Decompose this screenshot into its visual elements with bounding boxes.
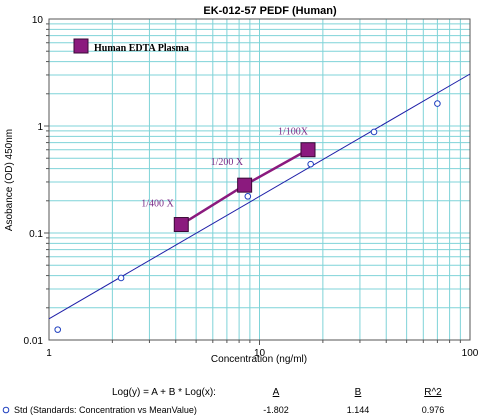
y-axis-label: Asobance (OD) 450nm bbox=[4, 129, 15, 231]
x-axis-label: Concentration (ng/ml) bbox=[211, 354, 307, 365]
equation-header-r2: R^2 bbox=[424, 387, 442, 398]
standard-point bbox=[434, 100, 441, 107]
y-tick-label: 0.1 bbox=[29, 229, 43, 240]
x-axis-tick-labels: 1 10 100 bbox=[46, 348, 479, 359]
x-tick-label: 1 bbox=[46, 348, 52, 359]
equation-header-a: A bbox=[273, 387, 280, 398]
y-tick-label: 1 bbox=[37, 122, 43, 133]
standard-point bbox=[244, 193, 252, 200]
legend-label: Human EDTA Plasma bbox=[94, 43, 189, 54]
standards-legend-marker bbox=[2, 406, 10, 414]
sample-point-label: 1/400 X bbox=[141, 199, 174, 210]
x-tick-label: 100 bbox=[462, 348, 479, 359]
sample-connector bbox=[244, 148, 309, 187]
x-tick-label: 10 bbox=[254, 348, 266, 359]
sample-connector bbox=[180, 184, 246, 226]
equation-formula: Log(y) = A + B * Log(x): bbox=[112, 387, 216, 398]
legend: Human EDTA Plasma bbox=[73, 38, 189, 54]
sample-point-label: 1/200 X bbox=[211, 157, 244, 168]
y-tick-label: 10 bbox=[32, 15, 44, 26]
y-tick-label: 0.01 bbox=[24, 336, 44, 347]
equation-header-b: B bbox=[355, 387, 362, 398]
standard-point bbox=[54, 326, 62, 333]
y-axis-tick-labels: 0.01 0.1 1 10 bbox=[24, 15, 44, 347]
standard-point bbox=[370, 128, 378, 136]
standard-point bbox=[307, 160, 314, 168]
sample-point-label: 1/100X bbox=[278, 127, 309, 138]
chart-marks: 1/400 X 1/200 X 1/100X bbox=[48, 73, 471, 333]
axis-ticks bbox=[44, 23, 461, 345]
legend-marker bbox=[73, 38, 89, 54]
equation-value-r2: 0.976 bbox=[422, 405, 445, 415]
equation-value-b: 1.144 bbox=[347, 405, 370, 415]
chart-title: EK-012-57 PEDF (Human) bbox=[203, 5, 337, 17]
standards-legend-label: Std (Standards: Concentration vs MeanVal… bbox=[14, 405, 197, 415]
sample-point bbox=[237, 177, 253, 193]
grid bbox=[49, 19, 470, 340]
equation-value-a: -1.802 bbox=[263, 405, 289, 415]
standard-point bbox=[117, 274, 125, 282]
sample-point bbox=[173, 217, 189, 233]
sample-point bbox=[300, 142, 316, 158]
